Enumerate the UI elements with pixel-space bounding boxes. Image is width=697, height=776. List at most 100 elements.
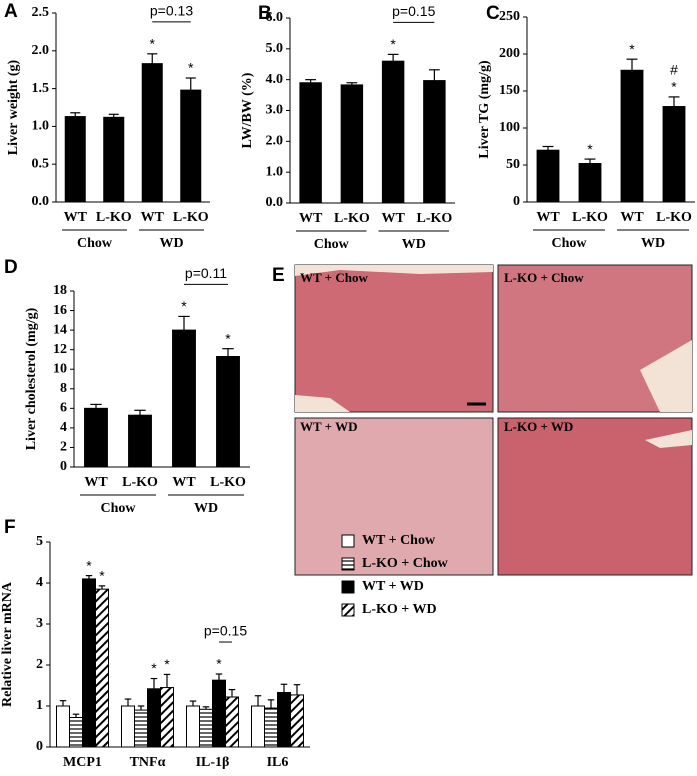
y-tick-label: 100 (499, 120, 520, 135)
y-tick-label: 6.0 (266, 10, 284, 25)
y-axis-label: LW/BW (%) (240, 72, 255, 148)
y-tick-label: 2.0 (266, 134, 284, 149)
bar (121, 705, 135, 748)
x-tick-label: IL-1β (196, 755, 230, 770)
bar (578, 163, 602, 203)
y-tick-label: 8 (60, 381, 67, 396)
bar (134, 709, 148, 748)
bar (212, 679, 226, 748)
bar (299, 82, 322, 204)
bar (69, 716, 83, 748)
bar (277, 691, 291, 748)
x-tick-label: L-KO (656, 210, 692, 225)
legend-swatch (341, 534, 355, 548)
y-tick-label: 6 (60, 401, 67, 416)
y-tick-label: 5 (36, 534, 43, 549)
bar (225, 696, 239, 748)
y-axis-label: Relative liver mRNA (0, 581, 15, 707)
y-tick-label: 4.0 (266, 72, 284, 87)
significance-marker: * (587, 141, 593, 157)
legend-swatch (341, 557, 355, 571)
y-axis-label: Liver weight (g) (6, 59, 21, 155)
group-label: WD (194, 501, 218, 516)
micrograph (294, 264, 494, 413)
bar (64, 116, 86, 203)
bracket-label: p=0.15 (392, 3, 435, 19)
panel-e: E WT + Chow L-KO + Chow WT + WD L-KO + W… (272, 264, 693, 576)
y-tick-label: 3.0 (266, 103, 284, 118)
x-tick-label: L-KO (96, 210, 132, 225)
y-tick-label: 12 (53, 342, 67, 357)
bar (180, 89, 202, 203)
significance-marker: # (670, 62, 678, 78)
tissue-edge (295, 265, 493, 276)
significance-marker: * (216, 656, 222, 672)
y-tick-label: 18 (53, 283, 67, 298)
y-tick-label: 200 (499, 46, 520, 61)
y-tick-label: 0.0 (266, 195, 284, 210)
bar (216, 356, 240, 468)
y-tick-label: 1 (36, 698, 43, 713)
y-tick-label: 3 (36, 616, 43, 631)
bar (172, 329, 196, 468)
bar (199, 708, 213, 748)
y-tick-label: 150 (499, 83, 520, 98)
y-tick-label: 0.5 (32, 156, 50, 171)
y-tick-label: 2.0 (32, 43, 50, 58)
panel-letter: E (272, 265, 285, 286)
y-tick-label: 1.0 (32, 119, 50, 134)
bar (340, 84, 364, 204)
group-label: Chow (100, 501, 136, 516)
significance-marker: * (164, 656, 170, 672)
bar (56, 705, 70, 748)
significance-marker: * (150, 36, 156, 52)
vessel (645, 430, 692, 448)
y-tick-label: 0 (513, 194, 520, 209)
bar (251, 705, 265, 748)
y-tick-label: 5.0 (266, 41, 284, 56)
bar (84, 407, 108, 468)
group-label: Chow (77, 236, 113, 251)
y-tick-label: 14 (53, 322, 67, 337)
group-label: Chow (314, 237, 350, 252)
x-tick-label: WT (84, 475, 108, 490)
x-tick-label: TNFα (130, 755, 166, 770)
y-tick-label: 2 (36, 657, 43, 672)
significance-marker: * (671, 79, 677, 95)
bar (290, 694, 304, 748)
x-tick-label: WT (620, 210, 644, 225)
y-tick-label: 16 (53, 303, 67, 318)
x-tick-label: MCP1 (63, 755, 102, 770)
group-label: WD (402, 237, 426, 252)
y-tick-label: 2.5 (32, 5, 50, 20)
bar (95, 588, 109, 748)
significance-marker: * (188, 60, 194, 76)
micrograph-label: WT + WD (300, 419, 358, 434)
legend-label: WT + Chow (362, 533, 436, 548)
x-tick-label: L-KO (210, 475, 246, 490)
bar (423, 80, 446, 204)
significance-marker: * (225, 330, 231, 346)
legend-label: WT + WD (362, 579, 424, 594)
bar (620, 69, 644, 203)
legend-label: L-KO + WD (362, 602, 437, 617)
x-tick-label: WT (299, 211, 323, 226)
x-tick-label: L-KO (173, 210, 209, 225)
legend-label: L-KO + Chow (362, 556, 449, 571)
bar (160, 687, 174, 748)
x-tick-label: WT (141, 210, 165, 225)
x-tick-label: WT (64, 210, 88, 225)
tissue-edge (295, 395, 350, 412)
y-tick-label: 0.0 (32, 194, 50, 209)
x-tick-label: L-KO (416, 211, 452, 226)
significance-marker: * (86, 557, 92, 573)
significance-marker: * (390, 36, 396, 52)
y-axis-label: Liver cholesterol (mg/g) (24, 307, 39, 450)
x-tick-label: L-KO (572, 210, 608, 225)
bracket-label: p=0.11 (185, 265, 227, 281)
bar (264, 707, 278, 748)
panel-letter: C (486, 3, 500, 24)
bar (186, 705, 200, 748)
legend-swatch (341, 603, 355, 617)
